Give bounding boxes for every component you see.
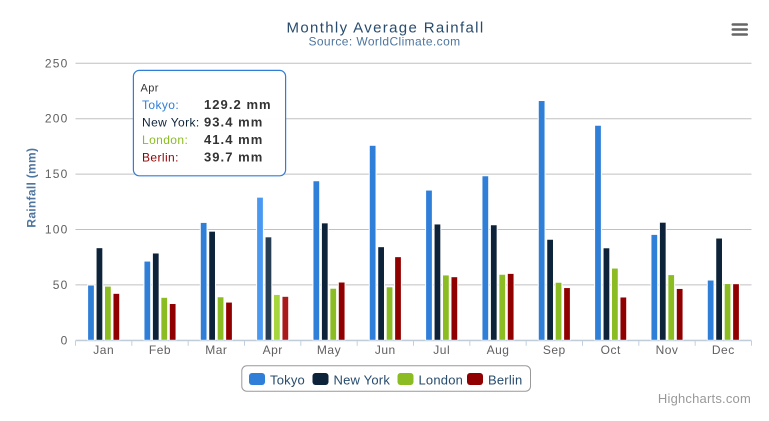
svg-text:Nov: Nov: [656, 343, 679, 357]
svg-text:150: 150: [45, 167, 69, 181]
svg-text:Tokyo: Tokyo: [270, 373, 305, 388]
svg-text:Jul: Jul: [433, 343, 450, 357]
svg-text:Sep: Sep: [543, 343, 566, 357]
svg-text:0: 0: [61, 333, 69, 347]
svg-text:New York:: New York:: [142, 115, 200, 129]
svg-text:London: London: [419, 373, 464, 388]
svg-text:Monthly Average Rainfall: Monthly Average Rainfall: [286, 20, 484, 37]
svg-text:Berlin:: Berlin:: [142, 150, 179, 164]
svg-text:Rainfall (mm): Rainfall (mm): [25, 148, 39, 228]
svg-text:41.4 mm: 41.4 mm: [204, 132, 263, 147]
svg-text:Oct: Oct: [601, 343, 621, 357]
svg-text:Berlin: Berlin: [488, 373, 522, 388]
svg-text:39.7 mm: 39.7 mm: [204, 149, 263, 164]
svg-text:London:: London:: [142, 133, 188, 147]
svg-text:250: 250: [45, 56, 69, 70]
svg-text:129.2 mm: 129.2 mm: [204, 97, 272, 112]
svg-text:50: 50: [53, 278, 69, 292]
svg-text:Apr: Apr: [263, 343, 283, 357]
svg-text:Aug: Aug: [487, 343, 510, 357]
svg-text:Apr: Apr: [141, 83, 159, 95]
svg-text:Jan: Jan: [93, 343, 114, 357]
svg-text:Jun: Jun: [375, 343, 396, 357]
svg-text:Source: WorldClimate.com: Source: WorldClimate.com: [308, 35, 460, 49]
svg-text:200: 200: [45, 112, 69, 126]
svg-text:Tokyo:: Tokyo:: [142, 98, 179, 112]
svg-text:May: May: [317, 343, 341, 357]
svg-text:100: 100: [45, 223, 69, 237]
svg-text:New York: New York: [334, 373, 391, 388]
svg-text:Highcharts.com: Highcharts.com: [658, 391, 751, 406]
svg-text:Mar: Mar: [205, 343, 227, 357]
svg-text:93.4 mm: 93.4 mm: [204, 114, 263, 129]
svg-text:Dec: Dec: [712, 343, 735, 357]
svg-text:Feb: Feb: [149, 343, 171, 357]
